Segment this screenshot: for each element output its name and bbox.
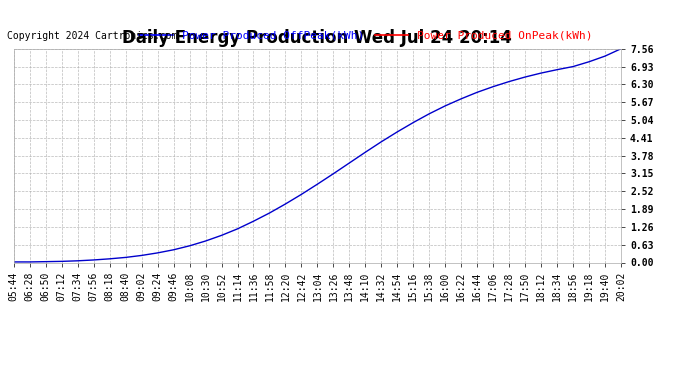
Title: Daily Energy Production Wed Jul 24 20:14: Daily Energy Production Wed Jul 24 20:14 [122, 29, 513, 47]
Text: Copyright 2024 Cartronics.com: Copyright 2024 Cartronics.com [7, 32, 177, 41]
Legend: Power Produced OffPeak(kWh), Power Produced OnPeak(kWh): Power Produced OffPeak(kWh), Power Produ… [135, 27, 597, 45]
